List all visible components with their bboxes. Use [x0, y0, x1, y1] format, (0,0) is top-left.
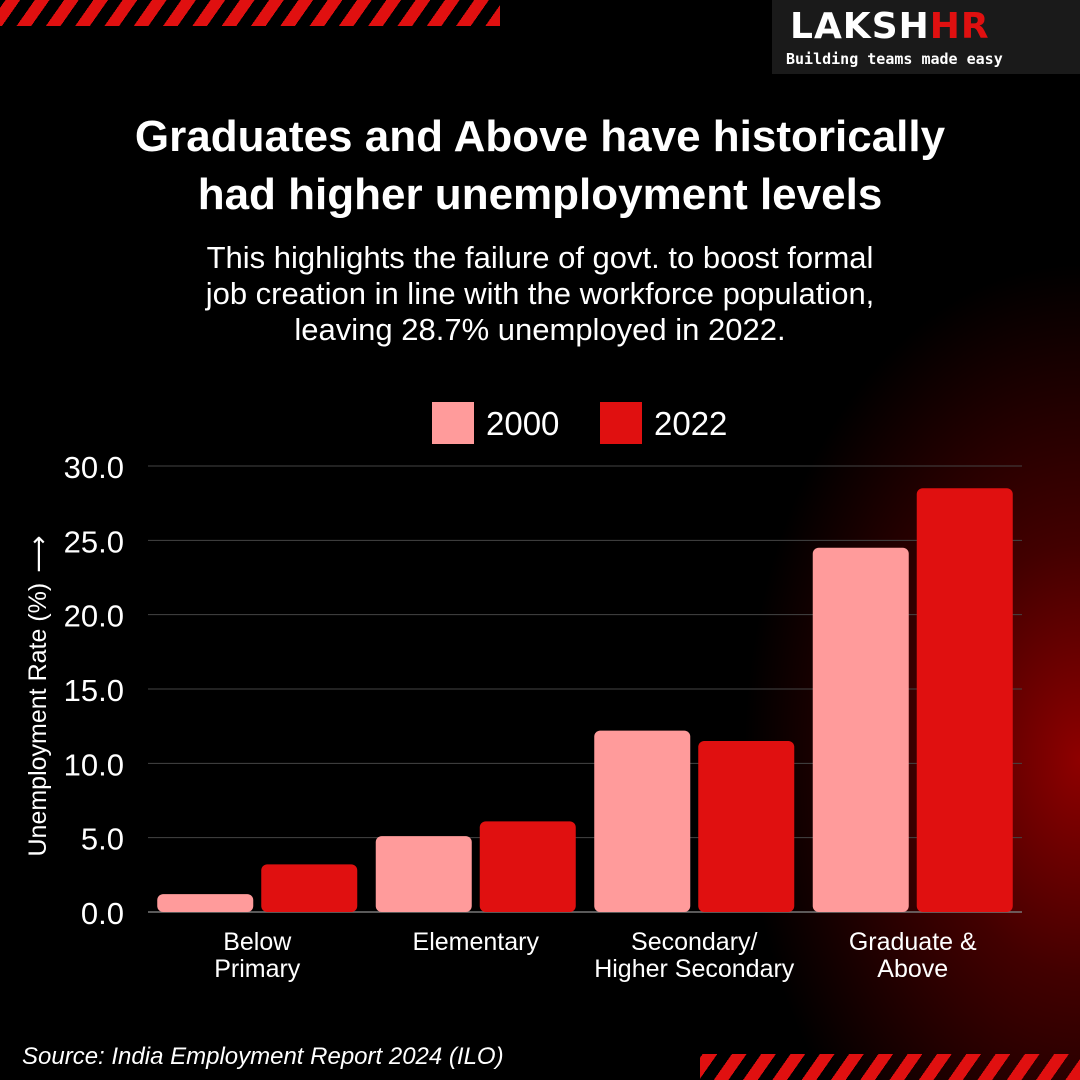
- y-tick-label: 25.0: [64, 524, 124, 559]
- page-title: Graduates and Above have historically had…: [40, 108, 1040, 224]
- x-tick-label: Below: [223, 928, 292, 956]
- y-tick-label: 30.0: [64, 450, 124, 485]
- bar-2000-2: [594, 730, 691, 912]
- top-stripe-decoration: [0, 0, 500, 26]
- bar-2022-0: [261, 864, 358, 912]
- subtitle-line-2: job creation in line with the workforce …: [205, 276, 875, 311]
- x-tick-label: Secondary/: [631, 928, 758, 956]
- x-tick-label: Primary: [214, 955, 301, 983]
- subtitle-line-3: leaving 28.7% unemployed in 2022.: [294, 312, 786, 347]
- title-line-2: had higher unemployment levels: [197, 170, 883, 219]
- x-tick-label: Above: [877, 955, 948, 983]
- y-axis-label: Unemployment Rate (%) ⟶: [23, 535, 53, 857]
- y-tick-label: 10.0: [64, 747, 124, 782]
- y-tick-label: 5.0: [81, 822, 124, 857]
- bar-2022-3: [916, 488, 1013, 912]
- bar-2000-3: [812, 547, 909, 912]
- y-tick-label: 0.0: [81, 896, 124, 931]
- bottom-stripe-decoration: [700, 1054, 1080, 1080]
- arrow-right-icon: ⟶: [23, 535, 53, 573]
- y-tick-label: 20.0: [64, 599, 124, 634]
- brand-name: LAKSHHR: [790, 6, 990, 47]
- brand-tagline: Building teams made easy: [786, 50, 1003, 68]
- legend-swatch-2000: [432, 402, 474, 444]
- y-tick-label: 15.0: [64, 673, 124, 708]
- brand-name-part1: LAKSH: [790, 6, 930, 47]
- subtitle-line-1: This highlights the failure of govt. to …: [206, 240, 874, 275]
- bar-2000-0: [157, 894, 254, 912]
- x-tick-label: Higher Secondary: [594, 955, 795, 983]
- bar-2022-2: [698, 741, 795, 912]
- legend-label-2022: 2022: [654, 405, 728, 442]
- page-subtitle: This highlights the failure of govt. to …: [90, 240, 990, 348]
- legend-swatch-2022: [600, 402, 642, 444]
- y-axis-label-text: Unemployment Rate (%): [24, 582, 52, 857]
- x-tick-label: Elementary: [413, 928, 540, 956]
- bar-2000-1: [375, 836, 472, 912]
- bar-2022-1: [479, 821, 576, 912]
- legend-label-2000: 2000: [486, 405, 560, 442]
- brand-logo: LAKSHHR Building teams made easy: [772, 0, 1080, 74]
- x-tick-label: Graduate &: [849, 928, 977, 956]
- source-note: Source: India Employment Report 2024 (IL…: [22, 1043, 504, 1070]
- title-line-1: Graduates and Above have historically: [134, 112, 946, 161]
- brand-name-part2: HR: [929, 6, 990, 47]
